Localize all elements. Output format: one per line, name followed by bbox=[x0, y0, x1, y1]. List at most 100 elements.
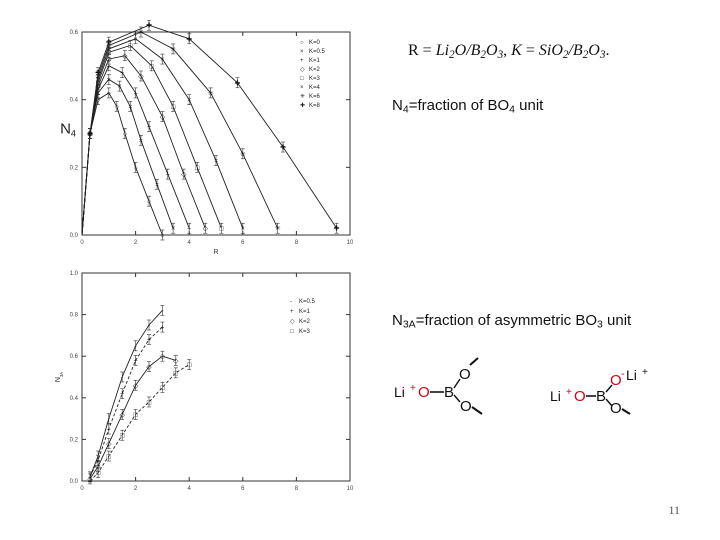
k-ratio: SiO2/B2O3 bbox=[538, 42, 606, 61]
data-point: □ bbox=[120, 433, 125, 440]
y-tick-label: 0.8 bbox=[70, 313, 79, 319]
data-point: + bbox=[147, 337, 151, 344]
data-point: × bbox=[214, 158, 218, 165]
data-point: ✚ bbox=[95, 69, 101, 77]
data-point: ◇ bbox=[133, 383, 139, 390]
bond-b-otop bbox=[605, 384, 613, 393]
li-charge: + bbox=[410, 383, 416, 394]
data-point: ○ bbox=[133, 165, 137, 172]
data-point: + bbox=[160, 325, 164, 332]
data-point: ✚ bbox=[106, 39, 112, 47]
borate-structure-symmetric: Li + O B O O bbox=[392, 355, 512, 415]
data-point: □ bbox=[150, 63, 155, 70]
data-point: ◇ bbox=[160, 354, 166, 361]
data-point: □ bbox=[171, 104, 176, 111]
data-point: + bbox=[166, 172, 170, 179]
y-tick-label: 0.4 bbox=[70, 396, 79, 402]
data-point: ◇ bbox=[122, 53, 128, 60]
data-point: ◇ bbox=[160, 114, 166, 121]
li-cation-right: Li bbox=[626, 367, 637, 383]
legend-marker: + bbox=[300, 58, 304, 64]
data-point: ✚ bbox=[186, 35, 192, 43]
data-point: ✚ bbox=[87, 130, 93, 138]
legend-label: K=2 bbox=[309, 67, 321, 73]
bond-obottom-tail bbox=[621, 408, 631, 415]
y-tick-label: 0.0 bbox=[70, 479, 79, 485]
borate-structure-asymmetric: Li + O B O - Li + O bbox=[548, 355, 668, 417]
data-point: - bbox=[161, 308, 164, 315]
top-oxygen: O bbox=[610, 372, 622, 389]
data-point: □ bbox=[96, 470, 101, 477]
bond-b-otop bbox=[453, 378, 461, 389]
y-tick-label: 0.0 bbox=[70, 233, 79, 239]
data-point: □ bbox=[107, 50, 112, 57]
legend-marker: ✳ bbox=[300, 93, 305, 100]
r-ratio: Li2O/B2O3 bbox=[435, 42, 504, 61]
data-point: - bbox=[108, 416, 111, 423]
bond-otop-tail bbox=[469, 357, 479, 366]
data-point: × bbox=[139, 138, 143, 145]
data-point: □ bbox=[96, 80, 101, 87]
legend-marker: □ bbox=[300, 76, 304, 82]
data-point: □ bbox=[219, 226, 224, 233]
data-point: ◇ bbox=[87, 476, 93, 483]
y-axis-label: N4 bbox=[60, 121, 76, 139]
y-tick-label: 0.2 bbox=[70, 165, 79, 171]
y-axis-label: N3A bbox=[55, 372, 64, 382]
data-point: + bbox=[187, 226, 191, 233]
legend-label: K=0 bbox=[309, 40, 321, 46]
legend-label: K=6 bbox=[309, 94, 321, 100]
structure-right-svg: Li + O B O - Li + O bbox=[550, 367, 648, 417]
legend-label: K=2 bbox=[299, 319, 311, 325]
data-point: + bbox=[120, 391, 124, 398]
data-point: × bbox=[128, 104, 132, 111]
x-tick-label: 0 bbox=[80, 240, 84, 246]
data-point: + bbox=[147, 124, 151, 131]
data-point: □ bbox=[195, 165, 200, 172]
data-point: □ bbox=[147, 399, 152, 406]
x-tick-label: 2 bbox=[134, 240, 138, 246]
x-tick-label: 0 bbox=[80, 486, 84, 492]
data-point: ◇ bbox=[95, 84, 101, 91]
legend-marker: ✚ bbox=[300, 102, 305, 109]
bridging-oxygen: O bbox=[574, 388, 586, 405]
data-point: - bbox=[148, 323, 151, 330]
data-point: ◇ bbox=[120, 412, 126, 419]
x-tick-label: 10 bbox=[347, 486, 354, 492]
bottom-oxygen: O bbox=[460, 398, 472, 415]
n3a-vs-r-chart: 02468100.00.20.40.60.81.0RN3A-------++++… bbox=[50, 265, 360, 502]
legend-marker: ◇ bbox=[300, 67, 305, 73]
legend-marker: ◇ bbox=[290, 319, 295, 325]
legend-marker: × bbox=[300, 49, 304, 55]
y-tick-label: 0.6 bbox=[70, 354, 79, 360]
x-tick-label: 6 bbox=[241, 486, 245, 492]
data-point: ✳ bbox=[138, 29, 144, 37]
legend-marker: - bbox=[290, 299, 292, 305]
data-point: □ bbox=[88, 131, 93, 138]
data-point: □ bbox=[107, 454, 112, 461]
legend-marker: + bbox=[290, 309, 294, 315]
data-point: + bbox=[107, 427, 111, 434]
data-point: ✳ bbox=[240, 150, 246, 158]
legend-marker: ○ bbox=[300, 40, 304, 46]
data-point: - bbox=[121, 375, 124, 382]
data-point: ✳ bbox=[208, 89, 214, 97]
legend-marker: □ bbox=[290, 329, 294, 335]
composition-formula: R = Li2O/B2O3, K = SiO2/B2O3. bbox=[408, 42, 610, 61]
legend-label: K=4 bbox=[309, 85, 321, 91]
data-point: ✚ bbox=[334, 225, 340, 233]
plot-frame bbox=[81, 272, 351, 482]
data-point: ✳ bbox=[170, 45, 176, 53]
legend-label: K=3 bbox=[299, 329, 311, 335]
data-point: × bbox=[117, 84, 121, 91]
data-point: × bbox=[155, 182, 159, 189]
data-point: ◇ bbox=[106, 441, 112, 448]
series-line bbox=[89, 355, 176, 480]
data-point: × bbox=[187, 97, 191, 104]
data-point: × bbox=[241, 226, 245, 233]
data-point: × bbox=[107, 77, 111, 84]
n3a-symbol: N3A bbox=[392, 312, 416, 331]
n4-symbol: N4 bbox=[392, 97, 409, 116]
top-oxygen: O bbox=[459, 366, 471, 383]
y-tick-label: 0.4 bbox=[70, 98, 79, 104]
